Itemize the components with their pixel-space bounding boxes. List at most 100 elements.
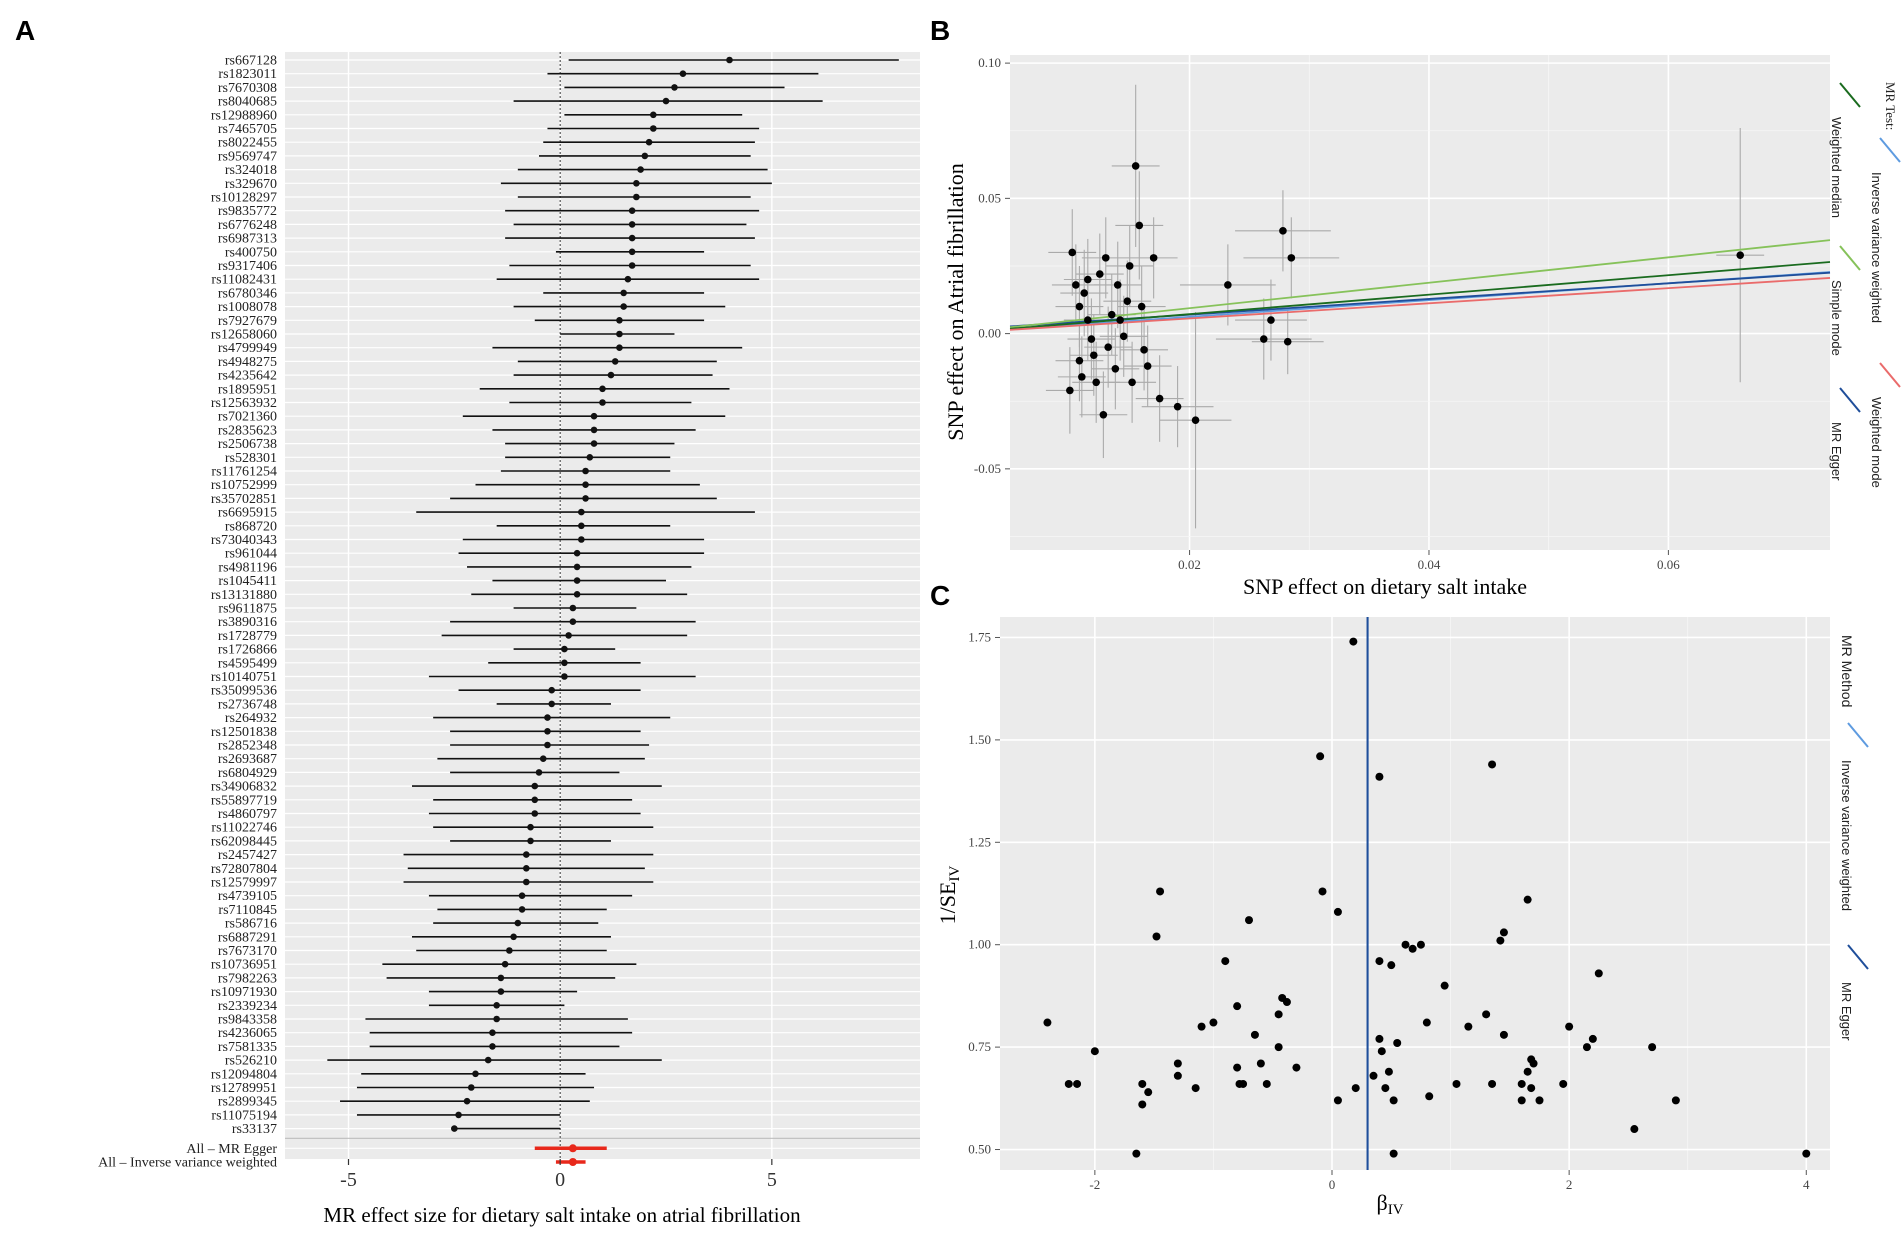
panel-c-point	[1375, 957, 1384, 966]
panel-b-point	[1075, 356, 1084, 365]
panel-a-snp-label: rs4981196	[218, 560, 277, 575]
panel-c-point	[1389, 1149, 1398, 1158]
panel-a-snp-estimate	[624, 275, 632, 283]
panel-a-snp-label: rs6780346	[218, 286, 277, 301]
panel-b-letter: B	[930, 15, 950, 46]
panel-b-plot-background	[1010, 55, 1830, 550]
panel-a-forest-plot: rs667128rs1823011rs7670308rs8040685rs129…	[98, 52, 920, 1227]
panel-a-snp-label: rs7670308	[218, 81, 277, 96]
panel-b-point	[1084, 275, 1092, 284]
panel-b-regression-line	[1009, 277, 1831, 331]
panel-b-regression-line	[1009, 261, 1831, 330]
panel-a-snp-label: rs7110845	[218, 903, 277, 918]
panel-a-snp-label: rs528301	[225, 451, 277, 466]
panel-c-point	[1282, 998, 1291, 1007]
panel-b-scatter-plot: 0.02 0.04 0.06 -0.05 0.00 0.05 0.10 SNP effect…	[943, 55, 1901, 599]
panel-a-snp-label: rs10752999	[211, 478, 277, 493]
panel-a-snp-label: rs264932	[225, 711, 277, 726]
panel-a-snp-estimate	[514, 919, 522, 927]
panel-a-snp-label: rs4236065	[218, 1026, 277, 1041]
panel-a-snp-label: rs7982263	[218, 971, 277, 986]
panel-b-point	[1072, 281, 1080, 289]
panel-c-point	[1274, 1010, 1283, 1019]
panel-c-point	[1144, 1088, 1153, 1097]
panel-a-snp-estimate	[510, 933, 517, 941]
panel-a-snp-label: rs12579997	[211, 876, 277, 891]
panel-c-point	[1132, 1149, 1141, 1158]
panel-b-point	[1095, 270, 1104, 278]
panel-a-snp-estimate	[671, 84, 678, 91]
panel-a-snp-estimate	[628, 248, 636, 256]
panel-c-legend-title: MR Method	[1839, 635, 1855, 707]
panel-a-snp-estimate	[637, 166, 644, 173]
panel-a-snp-estimate	[531, 810, 539, 817]
panel-a-snp-label: rs11761254	[211, 465, 277, 480]
panel-a-snp-estimate	[628, 234, 636, 242]
panel-a-snp-label: rs12563932	[211, 396, 277, 411]
panel-c-point	[1630, 1125, 1639, 1134]
panel-a-snp-label: rs7581335	[218, 1040, 277, 1055]
panel-a-summary-estimate	[568, 1158, 577, 1166]
panel-c-point	[1138, 1079, 1147, 1088]
panel-c-y-tick-label: 1.50	[968, 732, 991, 747]
panel-a-snp-estimate	[616, 317, 623, 324]
panel-a-snp-estimate	[616, 344, 623, 352]
panel-a-snp-label: rs1726866	[218, 643, 277, 658]
panel-a-snp-label: rs10736951	[211, 958, 277, 973]
panel-b-point	[1066, 386, 1074, 395]
panel-c-point	[1369, 1071, 1378, 1080]
panel-a-snp-estimate	[518, 906, 526, 913]
panel-a-snp-label: rs12988960	[211, 108, 277, 123]
panel-b-legend-label: MR Egger	[1829, 422, 1844, 481]
panel-c-point	[1191, 1084, 1200, 1093]
panel-a-snp-label: rs7465705	[218, 122, 277, 137]
panel-a-snp-estimate	[561, 659, 568, 667]
panel-a-snp-estimate	[506, 947, 513, 954]
panel-c-x-axis-title: βIV	[1376, 1190, 1403, 1218]
panel-a-x-axis: -5 0 5	[340, 1159, 777, 1191]
panel-b-point	[1137, 302, 1146, 311]
panel-a-snp-label: rs1823011	[218, 67, 277, 82]
panel-b-regression-line	[1009, 239, 1831, 329]
panel-c-point	[1499, 1030, 1508, 1039]
panel-a-snp-estimate	[582, 481, 589, 489]
panel-a-snp-estimate	[544, 741, 551, 749]
panel-b-legend-key	[1839, 82, 1861, 108]
panel-c-y-tick-label: 1.75	[968, 629, 991, 644]
panel-c-legend-label: MR Egger	[1839, 982, 1854, 1041]
panel-a-snp-estimate	[599, 385, 606, 393]
panel-b-point	[1283, 337, 1292, 346]
panel-a-snp-label: rs1728779	[218, 629, 277, 644]
panel-b-point	[1287, 254, 1296, 262]
panel-a-snp-estimate	[645, 138, 653, 146]
panel-a-snp-label: rs329670	[225, 177, 277, 192]
panel-a-snp-label: rs34906832	[211, 780, 277, 795]
panel-b-point	[1078, 373, 1086, 381]
panel-b-point	[1075, 302, 1084, 311]
panel-b-x-tick-label: 0.06	[1657, 557, 1680, 572]
panel-a-snp-label: rs10140751	[211, 670, 277, 685]
panel-a-snp-estimate	[497, 974, 505, 982]
panel-a-snp-estimate	[590, 440, 598, 447]
panel-b-point	[1736, 251, 1745, 259]
panel-a-snp-estimate	[650, 111, 657, 119]
panel-a-snp-estimate	[620, 303, 627, 310]
panel-b-point	[1087, 335, 1096, 343]
panel-a-snp-estimate	[455, 1111, 462, 1119]
panel-b-gridlines	[1010, 55, 1830, 550]
panel-b-point	[1084, 316, 1092, 324]
panel-b-point	[1099, 410, 1108, 419]
panel-c-point	[1209, 1018, 1218, 1027]
panel-c-point	[1274, 1043, 1283, 1052]
panel-b-point	[1155, 394, 1164, 403]
panel-b-legend-label: Weighted median	[1829, 117, 1844, 218]
panel-a-snp-label: rs2693687	[218, 752, 277, 767]
panel-a-snp-estimate	[662, 97, 670, 105]
panel-a-snp-label: rs10128297	[211, 191, 277, 206]
panel-a-x-axis-title: MR effect size for dietary salt intake o…	[323, 1203, 801, 1227]
panel-c-point	[1073, 1079, 1082, 1088]
panel-a-snp-estimate	[590, 412, 598, 420]
panel-a-x-tick-label: 0	[555, 1169, 565, 1191]
panel-b-point	[1089, 351, 1098, 360]
panel-a-snp-label: rs6987313	[218, 232, 277, 247]
